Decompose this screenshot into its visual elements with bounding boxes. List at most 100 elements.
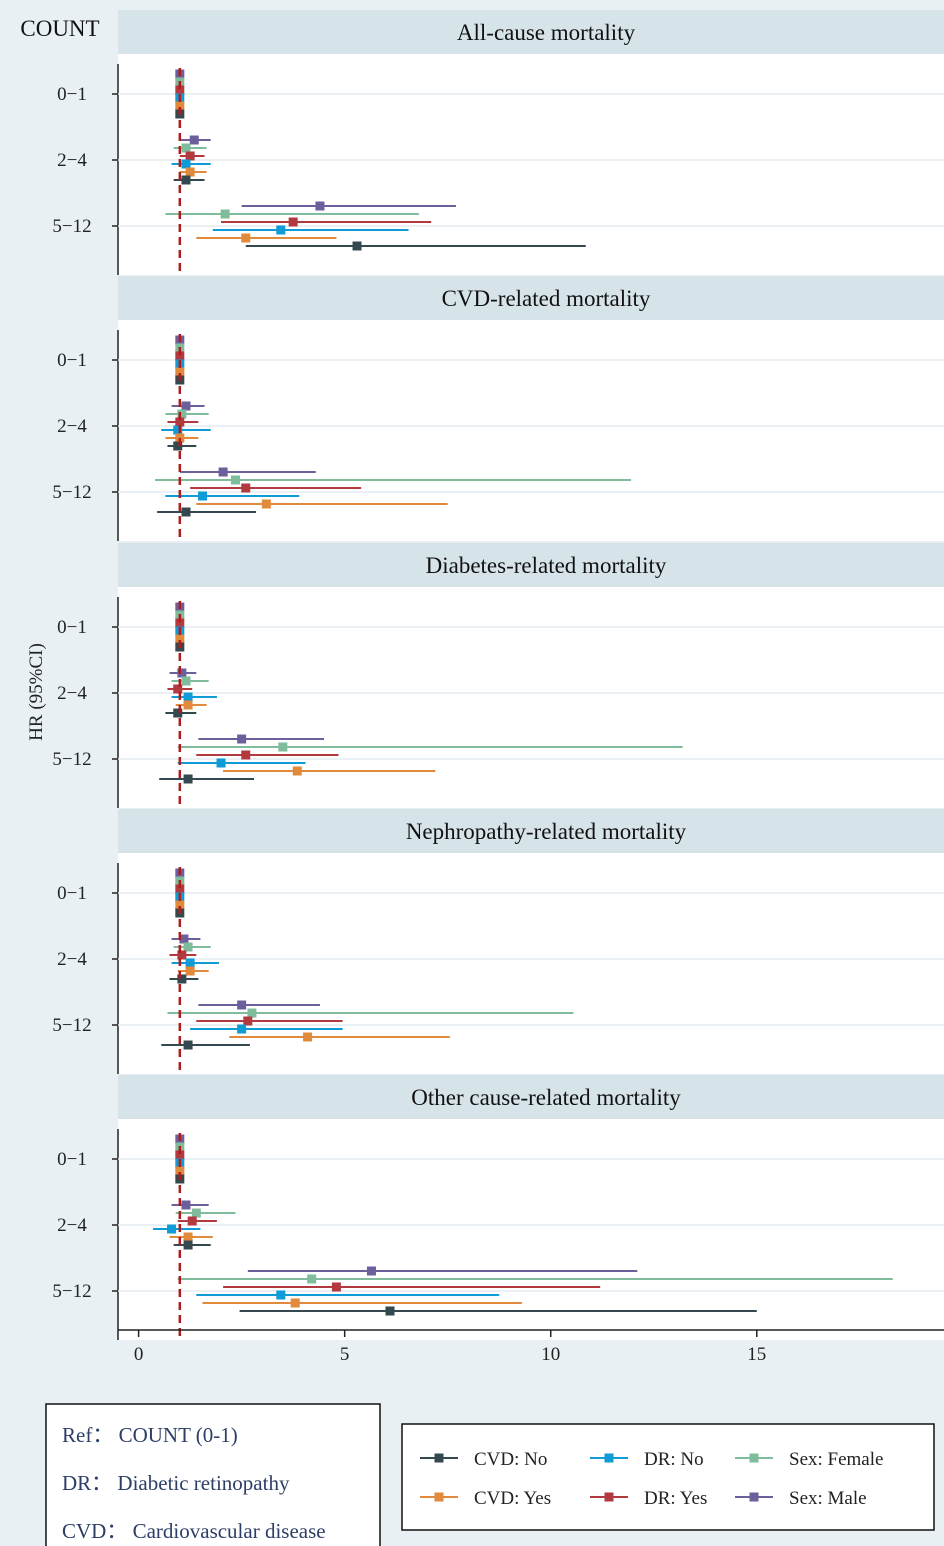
panel-header [118, 1075, 944, 1119]
y-tick-label: 0−1 [57, 1149, 87, 1170]
hr-point [175, 85, 185, 95]
plot-area [118, 320, 944, 541]
hr-point [175, 351, 185, 361]
hr-point [315, 201, 325, 211]
panel-header [118, 10, 944, 54]
x-tick-label: 10 [541, 1344, 560, 1365]
hr-point [181, 143, 191, 153]
hr-point [181, 175, 191, 185]
hr-point [276, 1290, 286, 1300]
legend-swatch-marker [434, 1453, 444, 1463]
panel-title: Diabetes-related mortality [426, 553, 667, 578]
hr-point [183, 692, 193, 702]
hr-point [216, 758, 226, 768]
legend-swatch-marker [749, 1492, 759, 1502]
y-axis-label: HR (95%CI) [26, 643, 47, 741]
y-tick-label: 0−1 [57, 350, 87, 371]
hr-point [185, 958, 195, 968]
hr-point [352, 241, 362, 251]
hr-point [220, 209, 230, 219]
legend-frame [401, 1423, 935, 1531]
hr-point [331, 1282, 341, 1292]
hr-point [175, 417, 185, 427]
panel-title: Other cause-related mortality [411, 1085, 681, 1110]
hr-point [237, 1000, 247, 1010]
panel-header [118, 543, 944, 587]
y-tick-label: 5−12 [52, 1281, 91, 1302]
hr-point [307, 1274, 317, 1284]
hr-point [292, 766, 302, 776]
legend: CVD: No DR: No Sex: Female CVD: Yes DR: Yes S… [401, 1423, 935, 1531]
hr-point [181, 507, 191, 517]
y-tick-label: 2−4 [57, 949, 87, 970]
hr-point [175, 101, 185, 111]
hr-point [183, 1040, 193, 1050]
hr-point [177, 668, 187, 678]
note-text: Ref： COUNT (0-1) [62, 1423, 238, 1447]
y-tick-label: 0−1 [57, 617, 87, 638]
y-tick-label: 5−12 [52, 482, 91, 503]
hr-point [183, 1232, 193, 1242]
y-tick-label: 2−4 [57, 683, 87, 704]
panel-1: All-cause mortality 0−1 2−4 5−12 [52, 10, 944, 275]
hr-point [247, 1008, 257, 1018]
hr-point [175, 634, 185, 644]
panel-5: Other cause-related mortality 0−1 2−4 5−12 [52, 1075, 944, 1340]
hr-point [290, 1298, 300, 1308]
hr-point [173, 708, 183, 718]
y-tick-label: 5−12 [52, 216, 91, 237]
hr-point [177, 409, 187, 419]
y-tick-label: 2−4 [57, 150, 87, 171]
legend-label: DR: Yes [644, 1488, 707, 1509]
hr-point [175, 1166, 185, 1176]
hr-point [237, 734, 247, 744]
hr-point [173, 684, 183, 694]
hr-point [191, 1208, 201, 1218]
hr-point [173, 425, 183, 435]
y-tick-label: 2−4 [57, 416, 87, 437]
notes-box: Ref： COUNT (0-1) DR： Diabetic retinopathy… [45, 1403, 381, 1546]
panel-4: Nephropathy-related mortality 0−1 2−4 5−12 [52, 809, 944, 1074]
hr-point [278, 742, 288, 752]
x-tick-label: 0 [134, 1344, 144, 1365]
legend-swatch-marker [434, 1492, 444, 1502]
hr-point [177, 974, 187, 984]
legend-swatch-marker [604, 1453, 614, 1463]
legend-label: CVD: Yes [474, 1488, 551, 1509]
hr-point [181, 401, 191, 411]
hr-point [243, 1016, 253, 1026]
hr-point [261, 499, 271, 509]
hr-point [189, 135, 199, 145]
panel-header [118, 809, 944, 853]
panel-3: Diabetes-related mortality 0−1 2−4 5−12 [52, 543, 944, 808]
hr-point [218, 467, 228, 477]
hr-point [197, 491, 207, 501]
y-tick-label: 5−12 [52, 1015, 91, 1036]
hr-point [183, 1240, 193, 1250]
hr-point [183, 700, 193, 710]
hr-point [230, 475, 240, 485]
panel-title: Nephropathy-related mortality [406, 819, 687, 844]
hr-point [177, 950, 187, 960]
note-text: CVD： Cardiovascular disease [62, 1519, 326, 1543]
legend-swatch-marker [604, 1492, 614, 1502]
hr-point [183, 774, 193, 784]
legend-swatch-marker [749, 1453, 759, 1463]
hr-point [175, 1150, 185, 1160]
corner-label: COUNT [20, 16, 99, 41]
legend-label: DR: No [644, 1449, 704, 1470]
hr-point [185, 151, 195, 161]
hr-point [241, 750, 251, 760]
hr-point [185, 966, 195, 976]
x-tick-label: 5 [340, 1344, 350, 1365]
hr-point [175, 884, 185, 894]
legend-label: Sex: Female [789, 1449, 883, 1470]
x-tick-label: 15 [747, 1344, 766, 1365]
panel-title: CVD-related mortality [442, 286, 651, 311]
plot-area [118, 853, 944, 1074]
y-tick-label: 0−1 [57, 84, 87, 105]
hr-point [288, 217, 298, 227]
hr-point [181, 676, 191, 686]
panel-header [118, 276, 944, 320]
